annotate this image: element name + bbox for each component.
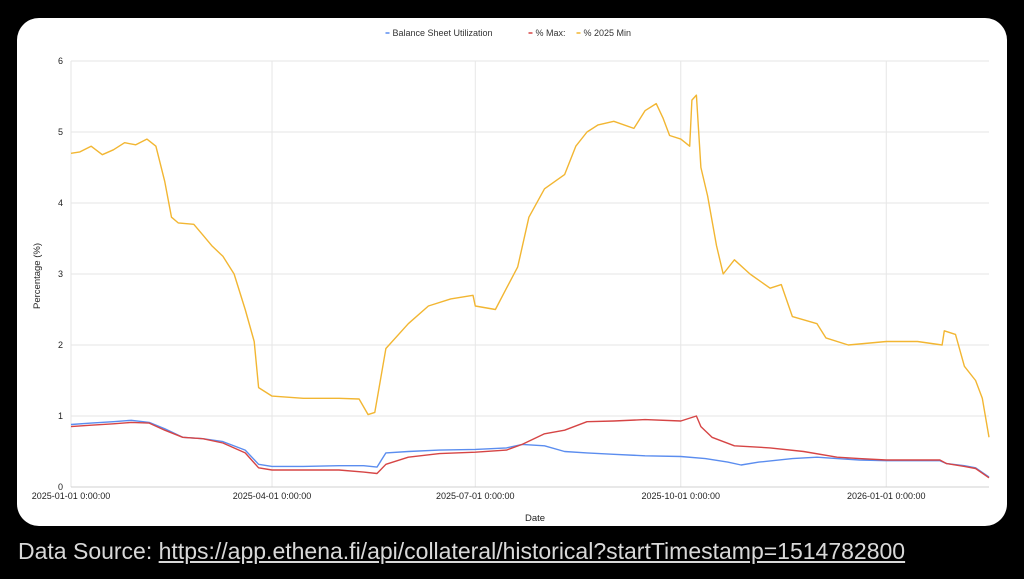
grid xyxy=(70,60,989,488)
x-tick-label: 2025-01-01 0:00:00 xyxy=(32,491,111,501)
y-tick-label: 6 xyxy=(58,56,63,66)
y-tick-label: 3 xyxy=(58,269,63,279)
x-tick-label: 2026-01-01 0:00:00 xyxy=(847,491,926,501)
chart-card: 0 1 2 3 4 5 6 2025-01-01 0:00:00 2025-04-01 0:00… xyxy=(17,18,1007,526)
legend-label: % 2025 Min xyxy=(584,28,632,38)
legend[interactable]: Balance Sheet Utilization % Max: % 2025 Mi… xyxy=(385,28,632,38)
y-axis-title: Percentage (%) xyxy=(32,243,43,309)
legend-label: % Max: xyxy=(536,28,566,38)
data-source-caption: Data Source: https://app.ethena.fi/api/c… xyxy=(18,538,905,565)
y-tick-label: 1 xyxy=(58,411,63,421)
y-tick-label: 2 xyxy=(58,340,63,350)
legend-item[interactable]: % 2025 Min xyxy=(576,28,632,38)
x-tick-label: 2025-04-01 0:00:00 xyxy=(233,491,312,501)
legend-item[interactable]: Balance Sheet Utilization xyxy=(385,28,493,38)
y-tick-label: 5 xyxy=(58,127,63,137)
axes: 0 1 2 3 4 5 6 2025-01-01 0:00:00 2025-04-01 0:00… xyxy=(32,56,989,501)
series-line-2 xyxy=(70,94,990,438)
series-lines xyxy=(70,94,990,479)
data-source-label: Data Source: xyxy=(18,538,159,564)
x-axis-title: Date xyxy=(525,513,545,524)
series-line-1 xyxy=(70,415,990,479)
data-source-link[interactable]: https://app.ethena.fi/api/collateral/his… xyxy=(158,538,906,564)
y-tick-label: 4 xyxy=(58,198,63,208)
legend-label: Balance Sheet Utilization xyxy=(393,28,493,38)
x-tick-label: 2025-10-01 0:00:00 xyxy=(641,491,720,501)
legend-item[interactable]: % Max: xyxy=(528,28,566,38)
series-line-0 xyxy=(70,419,990,478)
x-tick-label: 2025-07-01 0:00:00 xyxy=(436,491,515,501)
y-tick-label: 0 xyxy=(58,482,63,492)
line-chart: 0 1 2 3 4 5 6 2025-01-01 0:00:00 2025-04-01 0:00… xyxy=(32,28,990,524)
